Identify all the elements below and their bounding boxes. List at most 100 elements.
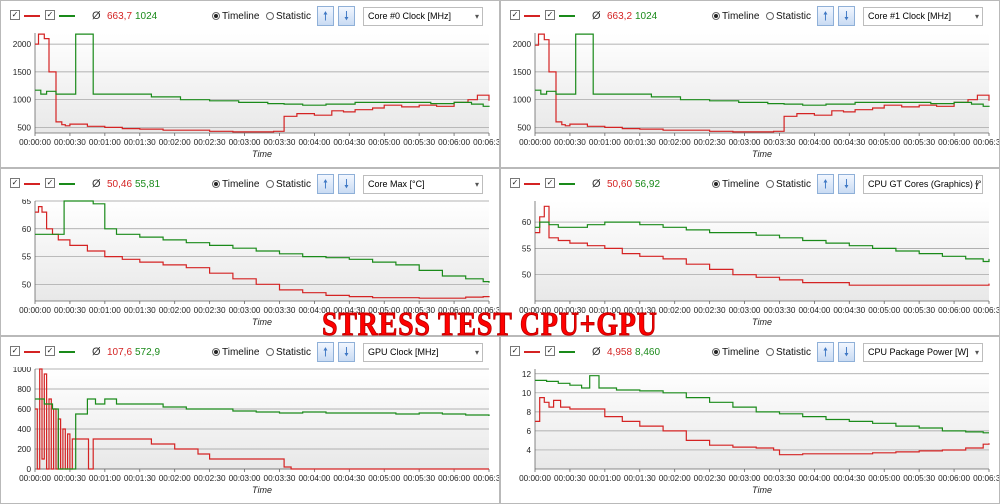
red-average-value: 107,6 <box>107 347 133 358</box>
x-tick-label: 00:06:30 <box>973 474 999 483</box>
move-up-button[interactable]: 🠕 <box>317 342 334 362</box>
x-tick-label: 00:02:00 <box>159 138 191 147</box>
timeline-label: Timeline <box>222 347 260 358</box>
move-up-button[interactable]: 🠕 <box>317 6 334 26</box>
statistic-radio[interactable] <box>266 348 274 356</box>
timeline-label: Timeline <box>722 347 760 358</box>
x-tick-label: 00:05:30 <box>403 138 435 147</box>
green-series-checkbox[interactable]: ✓ <box>545 346 555 356</box>
sensor-select[interactable]: GPU Clock [MHz] ▾ <box>363 343 483 362</box>
green-series-checkbox[interactable]: ✓ <box>545 10 555 20</box>
red-series-checkbox[interactable]: ✓ <box>10 178 20 188</box>
red-series-swatch <box>24 351 40 353</box>
timeline-radio[interactable] <box>212 348 220 356</box>
timeline-radio[interactable] <box>212 180 220 188</box>
red-series-checkbox[interactable]: ✓ <box>510 10 520 20</box>
x-tick-label: 00:02:30 <box>694 306 726 315</box>
move-down-button[interactable]: 🠗 <box>338 174 355 194</box>
statistic-label: Statistic <box>276 179 312 190</box>
chart-panel: ✓ ✓ Ø 50,60 56,92 Timeline Statistic 🠕 🠗 CPU GT C… <box>500 168 1000 336</box>
x-tick-label: 00:01:00 <box>89 138 121 147</box>
y-tick-label: 55 <box>22 253 32 262</box>
x-tick-label: 00:03:00 <box>229 306 261 315</box>
x-tick-label: 00:05:30 <box>903 306 935 315</box>
panel-toolbar: ✓ ✓ Ø 50,46 55,81 Timeline Statistic 🠕 🠗 Core Max… <box>1 169 499 199</box>
x-tick-label: 00:02:00 <box>659 306 691 315</box>
timeline-radio[interactable] <box>212 12 220 20</box>
statistic-radio[interactable] <box>266 180 274 188</box>
y-tick-label: 0 <box>26 465 31 474</box>
chevron-down-icon: ▾ <box>974 12 979 21</box>
x-tick-label: 00:06:00 <box>438 306 470 315</box>
arrow-up-icon: 🠕 <box>822 177 829 191</box>
move-down-button[interactable]: 🠗 <box>838 174 855 194</box>
plot-area <box>535 201 989 301</box>
x-tick-label: 00:03:00 <box>729 306 761 315</box>
red-series-checkbox[interactable]: ✓ <box>510 178 520 188</box>
green-series-checkbox[interactable]: ✓ <box>545 178 555 188</box>
x-tick-label: 00:03:00 <box>229 474 261 483</box>
y-tick-label: 12 <box>522 370 532 379</box>
sensor-select-value: CPU GT Cores (Graphics) [°C] <box>868 179 983 189</box>
statistic-radio[interactable] <box>766 12 774 20</box>
x-tick-label: 00:02:30 <box>694 474 726 483</box>
red-series-line <box>535 205 990 286</box>
chart-panel: ✓ ✓ Ø 4,958 8,460 Timeline Statistic 🠕 🠗 CPU Pack… <box>500 336 1000 504</box>
x-tick-label: 00:03:30 <box>764 474 796 483</box>
x-tick-label: 00:03:30 <box>264 306 296 315</box>
timeline-radio[interactable] <box>712 348 720 356</box>
sensor-select-value: GPU Clock [MHz] <box>368 347 439 357</box>
statistic-label: Statistic <box>276 347 312 358</box>
average-symbol: Ø <box>92 10 101 22</box>
sensor-select[interactable]: Core #0 Clock [MHz] ▾ <box>363 7 483 26</box>
y-tick-label: 2000 <box>13 40 32 49</box>
y-tick-label: 1500 <box>13 68 32 77</box>
move-up-button[interactable]: 🠕 <box>317 174 334 194</box>
move-down-button[interactable]: 🠗 <box>338 342 355 362</box>
timeline-radio[interactable] <box>712 12 720 20</box>
move-up-button[interactable]: 🠕 <box>817 342 834 362</box>
x-tick-label: 00:03:30 <box>764 306 796 315</box>
y-tick-label: 50 <box>522 271 532 280</box>
y-tick-label: 65 <box>22 199 32 206</box>
sensor-select[interactable]: Core #1 Clock [MHz] ▾ <box>863 7 983 26</box>
green-average-value: 1024 <box>135 11 158 22</box>
arrow-up-icon: 🠕 <box>822 345 829 359</box>
statistic-radio[interactable] <box>766 348 774 356</box>
y-tick-label: 500 <box>17 123 31 132</box>
stress-test-banner: STRESS TEST CPU+GPU <box>322 306 658 344</box>
green-series-checkbox[interactable]: ✓ <box>45 178 55 188</box>
move-up-button[interactable]: 🠕 <box>817 174 834 194</box>
x-tick-label: 00:04:30 <box>333 306 365 315</box>
red-series-checkbox[interactable]: ✓ <box>510 346 520 356</box>
arrow-down-icon: 🠗 <box>343 9 350 23</box>
y-tick-label: 800 <box>17 385 31 394</box>
sensor-select[interactable]: Core Max [°C] ▾ <box>363 175 483 194</box>
x-tick-label: 00:06:00 <box>938 474 970 483</box>
statistic-radio[interactable] <box>766 180 774 188</box>
arrow-up-icon: 🠕 <box>322 177 329 191</box>
green-series-checkbox[interactable]: ✓ <box>45 10 55 20</box>
move-down-button[interactable]: 🠗 <box>838 6 855 26</box>
panel-toolbar: ✓ ✓ Ø 663,7 1024 Timeline Statistic 🠕 🠗 Core #0 C… <box>1 1 499 31</box>
y-tick-label: 60 <box>22 225 32 234</box>
red-series-checkbox[interactable]: ✓ <box>10 346 20 356</box>
move-down-button[interactable]: 🠗 <box>838 342 855 362</box>
green-series-line <box>535 221 990 263</box>
x-tick-label: 00:05:30 <box>903 138 935 147</box>
x-tick-label: 00:04:00 <box>298 138 330 147</box>
x-tick-label: 00:06:30 <box>473 138 499 147</box>
green-series-checkbox[interactable]: ✓ <box>45 346 55 356</box>
red-series-swatch <box>524 351 540 353</box>
red-series-checkbox[interactable]: ✓ <box>10 10 20 20</box>
green-series-swatch <box>559 351 575 353</box>
sensor-select[interactable]: CPU Package Power [W] ▾ <box>863 343 983 362</box>
move-up-button[interactable]: 🠕 <box>817 6 834 26</box>
move-down-button[interactable]: 🠗 <box>338 6 355 26</box>
average-symbol: Ø <box>592 178 601 190</box>
timeline-radio[interactable] <box>712 180 720 188</box>
sensor-select[interactable]: CPU GT Cores (Graphics) [°C] ▾ <box>863 175 983 194</box>
statistic-radio[interactable] <box>266 12 274 20</box>
x-tick-label: 00:05:00 <box>368 138 400 147</box>
